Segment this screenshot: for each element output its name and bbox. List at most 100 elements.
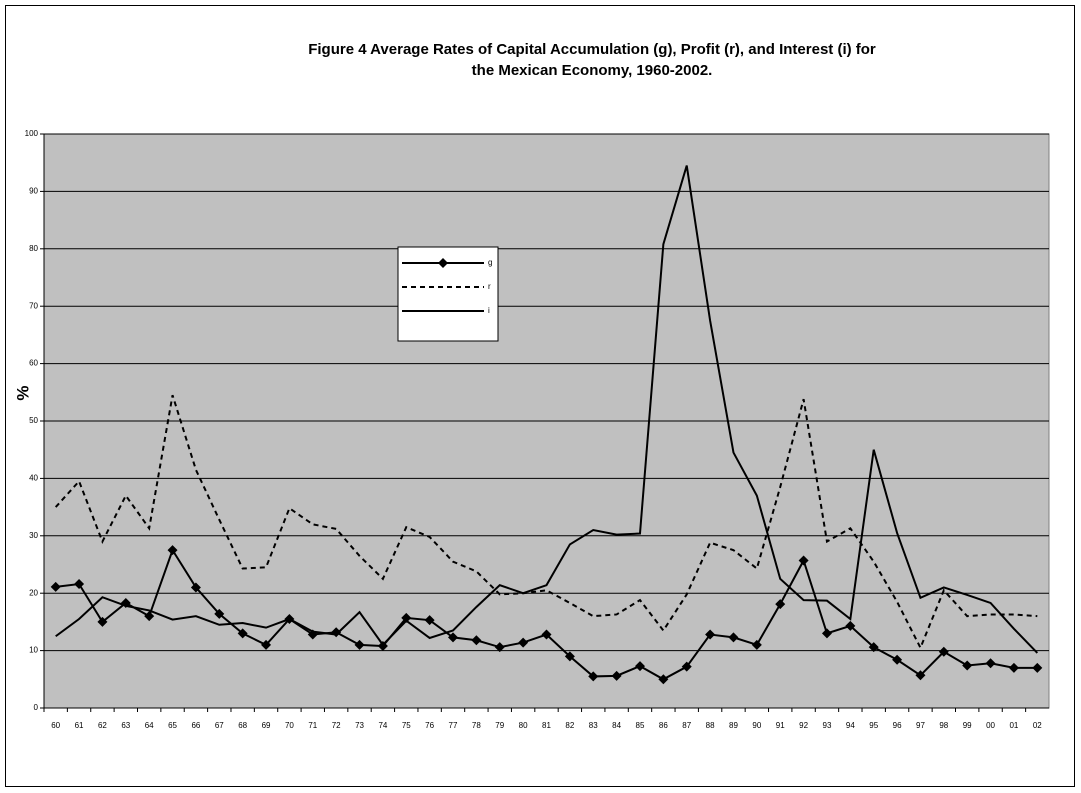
data-point [97,616,108,627]
x-tick-label: 61 [75,721,84,730]
data-point [821,628,832,639]
legend-label: r [488,282,491,291]
x-tick-label: 78 [472,721,481,730]
x-tick-label: 63 [121,721,130,730]
x-tick-label: 87 [682,721,691,730]
data-point [868,642,879,653]
y-tick-label: 100 [25,129,39,138]
x-tick-label: 98 [939,721,948,730]
x-tick-label: 92 [799,721,808,730]
data-point [775,599,786,610]
x-tick-label: 77 [449,721,458,730]
x-tick-label: 68 [238,721,247,730]
x-tick-label: 69 [262,721,271,730]
data-point [845,620,856,631]
data-point [401,612,412,623]
data-point [424,615,435,626]
y-tick-label: 60 [29,359,38,368]
x-tick-label: 75 [402,721,411,730]
x-tick-label: 02 [1033,721,1042,730]
x-tick-label: 96 [893,721,902,730]
x-tick-label: 00 [986,721,995,730]
x-tick-label: 01 [1009,721,1018,730]
x-tick-label: 93 [823,721,832,730]
y-tick-label: 50 [29,416,38,425]
y-tick-label: 30 [29,531,38,540]
x-tick-label: 82 [565,721,574,730]
x-tick-label: 65 [168,721,177,730]
y-tick-label: 40 [29,474,38,483]
data-point [214,608,225,619]
y-tick-label: 0 [34,703,39,712]
x-tick-label: 67 [215,721,224,730]
x-tick-label: 70 [285,721,294,730]
x-tick-label: 71 [308,721,317,730]
data-point [50,581,61,592]
x-tick-label: 84 [612,721,621,730]
data-point [892,654,903,665]
data-point [448,632,459,643]
data-point [261,639,272,650]
data-point [588,671,599,682]
data-point [471,635,482,646]
x-tick-label: 81 [542,721,551,730]
data-point [74,579,85,590]
data-point [1032,662,1043,673]
x-tick-label: 80 [519,721,528,730]
x-tick-label: 72 [332,721,341,730]
y-tick-label: 20 [29,588,38,597]
x-tick-label: 74 [378,721,387,730]
data-point [354,639,365,650]
data-point [962,660,973,671]
y-tick-label: 80 [29,244,38,253]
x-tick-label: 60 [51,721,60,730]
data-point [541,629,552,640]
data-point [167,545,178,556]
data-point [751,639,762,650]
data-point [915,670,926,681]
data-point [681,661,692,672]
data-point [1008,662,1019,673]
data-point [190,582,201,593]
x-tick-label: 99 [963,721,972,730]
data-point [611,670,622,681]
y-tick-label: 90 [29,187,38,196]
chart-title: Figure 4 Average Rates of Capital Accumu… [308,41,876,58]
x-tick-label: 86 [659,721,668,730]
x-tick-label: 62 [98,721,107,730]
y-tick-label: 10 [29,646,38,655]
x-tick-label: 89 [729,721,738,730]
x-tick-label: 91 [776,721,785,730]
legend-label: g [488,258,492,267]
data-point [518,637,529,648]
legend-label: i [488,306,490,315]
data-point [494,642,505,653]
data-point [728,632,739,643]
x-tick-label: 88 [706,721,715,730]
x-tick-label: 85 [636,721,645,730]
y-tick-label: 70 [29,301,38,310]
x-tick-label: 76 [425,721,434,730]
data-point [658,674,669,685]
x-tick-label: 83 [589,721,598,730]
x-tick-label: 97 [916,721,925,730]
data-point [938,646,949,657]
legend-box [397,246,499,342]
data-point [237,628,248,639]
series-line [55,165,1039,654]
data-point [144,611,155,622]
chart-title: the Mexican Economy, 1960-2002. [472,62,713,79]
x-tick-label: 90 [752,721,761,730]
y-axis-label: % [13,385,32,400]
x-tick-label: 95 [869,721,878,730]
x-tick-label: 73 [355,721,364,730]
data-point [985,658,996,669]
series-line [54,394,1038,651]
data-point [798,555,809,566]
x-tick-label: 64 [145,721,154,730]
x-tick-label: 79 [495,721,504,730]
data-point [564,651,575,662]
legend-marker [438,258,448,268]
data-point [634,661,645,672]
